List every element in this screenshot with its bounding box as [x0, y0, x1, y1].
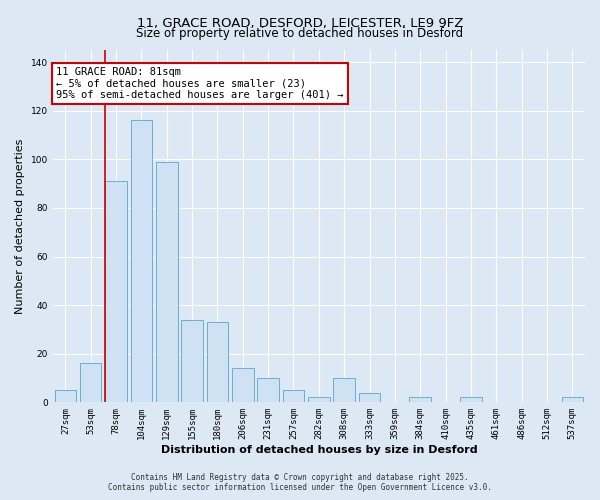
Bar — [232, 368, 254, 402]
Bar — [55, 390, 76, 402]
Text: Size of property relative to detached houses in Desford: Size of property relative to detached ho… — [136, 28, 464, 40]
Bar — [131, 120, 152, 402]
Bar — [460, 398, 482, 402]
Bar — [308, 398, 329, 402]
Bar — [283, 390, 304, 402]
Text: 11 GRACE ROAD: 81sqm
← 5% of detached houses are smaller (23)
95% of semi-detach: 11 GRACE ROAD: 81sqm ← 5% of detached ho… — [56, 67, 344, 100]
Text: Contains HM Land Registry data © Crown copyright and database right 2025.
Contai: Contains HM Land Registry data © Crown c… — [108, 473, 492, 492]
Bar — [359, 392, 380, 402]
Bar — [257, 378, 279, 402]
Bar — [562, 398, 583, 402]
Bar — [334, 378, 355, 402]
Bar — [105, 181, 127, 402]
Bar — [80, 364, 101, 403]
Bar — [156, 162, 178, 402]
Y-axis label: Number of detached properties: Number of detached properties — [15, 138, 25, 314]
X-axis label: Distribution of detached houses by size in Desford: Distribution of detached houses by size … — [161, 445, 477, 455]
Bar — [409, 398, 431, 402]
Bar — [206, 322, 228, 402]
Bar — [181, 320, 203, 402]
Text: 11, GRACE ROAD, DESFORD, LEICESTER, LE9 9FZ: 11, GRACE ROAD, DESFORD, LEICESTER, LE9 … — [137, 18, 463, 30]
